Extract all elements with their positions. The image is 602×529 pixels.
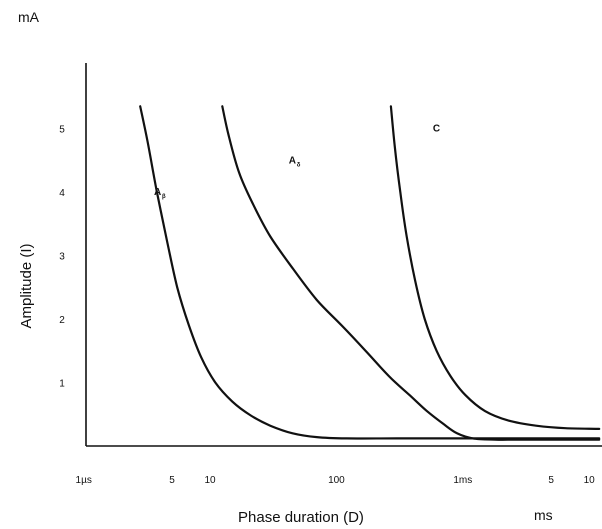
axes: [85, 63, 602, 447]
x-tick-label: 1µs: [76, 475, 92, 486]
series-label-subscript-0: β: [162, 194, 166, 200]
ticks: 1µs 5 10 100 1ms 5 10 1 2 3 4 5: [59, 125, 595, 487]
y-tick-label: 3: [59, 252, 65, 263]
x-tick-label: 100: [328, 475, 345, 486]
y-tick-label: 1: [59, 379, 65, 390]
x-tick-label: 5: [169, 475, 175, 486]
series-line-1: [221, 105, 601, 441]
series-label-subscript-1: δ: [297, 162, 301, 168]
x-unit-label: ms: [534, 507, 553, 523]
series-label-1: A: [289, 155, 296, 166]
x-tick-label: 10: [584, 475, 596, 486]
x-tick-label: 10: [204, 475, 216, 486]
curves: [139, 105, 601, 441]
y-tick-label: 5: [59, 125, 65, 136]
x-tick-label: 1ms: [453, 475, 472, 486]
series-line-2: [389, 105, 601, 430]
y-axis-title: Amplitude (I): [18, 243, 35, 328]
y-tick-label: 2: [59, 315, 65, 326]
series-label-2: C: [433, 124, 440, 135]
x-tick-label: 5: [548, 475, 554, 486]
series-label-0: A: [154, 187, 161, 198]
x-axis-title: Phase duration (D): [238, 509, 364, 526]
y-tick-label: 4: [59, 188, 65, 199]
y-unit-label: mA: [18, 9, 40, 25]
series-line-0: [139, 105, 601, 440]
